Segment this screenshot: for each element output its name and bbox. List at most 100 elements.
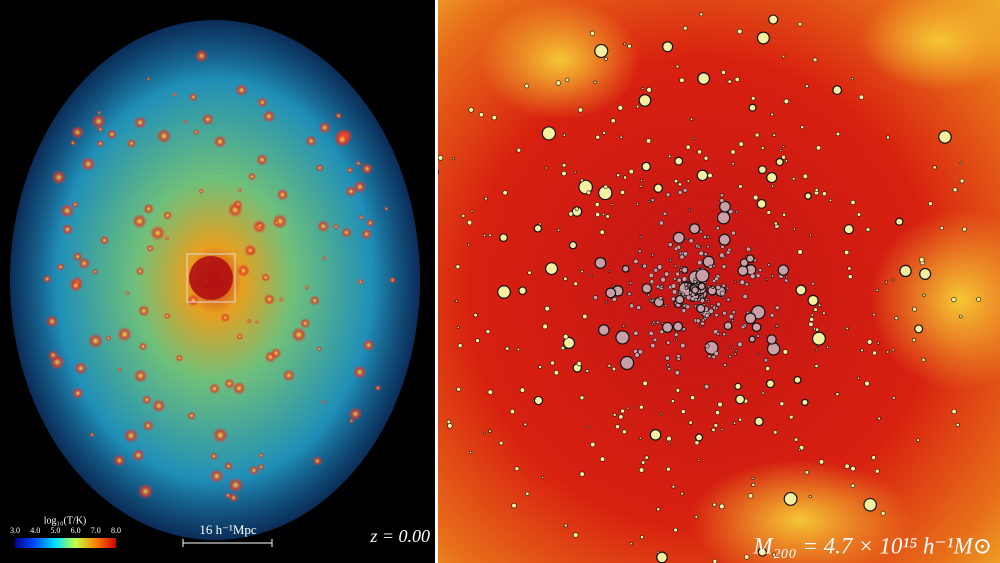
subhalo xyxy=(814,348,818,352)
halo xyxy=(299,317,311,329)
divider xyxy=(435,0,438,563)
subhalo xyxy=(681,409,686,414)
subhalo xyxy=(714,276,719,281)
subhalo xyxy=(641,283,653,294)
subhalo xyxy=(763,358,769,363)
halo xyxy=(162,210,173,221)
subhalo xyxy=(659,412,663,416)
subhalo xyxy=(675,338,678,342)
halo xyxy=(305,135,317,147)
subhalo xyxy=(800,125,805,130)
colorbar-tick: 8.0 xyxy=(111,526,121,535)
subhalo xyxy=(767,263,771,267)
subhalo xyxy=(580,269,584,274)
subhalo xyxy=(719,200,731,213)
halo xyxy=(198,188,204,194)
subhalo xyxy=(665,192,671,198)
subhalo xyxy=(726,250,731,255)
subhalo xyxy=(731,310,736,315)
subhalo xyxy=(722,332,727,337)
subhalo xyxy=(779,149,783,153)
halo xyxy=(69,279,83,292)
subhalo xyxy=(446,419,451,424)
zoom-box xyxy=(186,253,236,303)
subhalo xyxy=(719,252,725,258)
halo xyxy=(72,251,83,262)
subhalo xyxy=(728,354,732,359)
subhalo xyxy=(744,282,749,287)
subhalo xyxy=(579,471,585,477)
subhalo xyxy=(653,183,663,193)
subhalo xyxy=(646,87,652,93)
halo xyxy=(123,428,139,444)
subhalo xyxy=(797,21,803,27)
subhalo xyxy=(789,414,794,420)
subhalo xyxy=(563,276,568,281)
subhalo xyxy=(761,391,765,395)
subhalo xyxy=(562,133,567,137)
subhalo xyxy=(781,145,785,148)
subhalo xyxy=(712,264,716,268)
subhalo xyxy=(452,157,456,161)
halo xyxy=(316,220,330,233)
halo xyxy=(208,382,221,395)
subhalo xyxy=(746,246,751,252)
subhalo xyxy=(499,233,508,242)
subhalo xyxy=(468,107,474,113)
subhalo xyxy=(562,333,569,340)
subhalo xyxy=(734,76,740,82)
subhalo xyxy=(766,171,778,184)
subhalo xyxy=(809,316,815,322)
halo xyxy=(248,465,259,476)
subhalo xyxy=(845,326,849,331)
subhalo xyxy=(781,54,786,59)
halo xyxy=(365,218,375,228)
subhalo xyxy=(858,94,865,100)
halo xyxy=(163,312,171,320)
subhalo xyxy=(673,527,678,533)
subhalo xyxy=(502,190,508,196)
subhalo xyxy=(693,280,697,284)
halo xyxy=(270,347,282,359)
subhalo xyxy=(701,318,705,322)
halo xyxy=(361,228,373,240)
halo xyxy=(116,326,133,342)
subhalo xyxy=(812,57,818,63)
subhalo xyxy=(604,300,608,304)
subhalo xyxy=(731,162,735,166)
subhalo xyxy=(685,304,691,310)
halo xyxy=(309,295,321,306)
halo xyxy=(356,278,364,286)
subhalo xyxy=(695,318,701,324)
subhalo xyxy=(708,264,713,269)
subhalo xyxy=(470,209,474,213)
subhalo xyxy=(958,314,963,319)
halo xyxy=(209,452,219,461)
halo xyxy=(282,369,296,382)
subhalo xyxy=(721,296,725,299)
halo xyxy=(126,138,137,149)
subhalo xyxy=(735,394,746,405)
halo xyxy=(91,268,99,275)
subhalo xyxy=(707,299,710,303)
halo xyxy=(150,225,166,241)
subhalo xyxy=(610,203,614,206)
subhalo xyxy=(804,192,812,200)
subhalo xyxy=(456,386,462,392)
halo xyxy=(388,276,397,284)
colorbar xyxy=(15,538,116,548)
halo xyxy=(74,361,88,375)
subhalo xyxy=(734,349,738,353)
subhalo xyxy=(765,379,775,389)
halo xyxy=(146,76,151,82)
subhalo xyxy=(678,290,682,294)
subhalo xyxy=(871,455,876,460)
halo xyxy=(353,180,367,194)
subhalo xyxy=(784,159,789,163)
subhalo xyxy=(544,305,550,312)
subhalo xyxy=(568,241,578,250)
subhalo xyxy=(672,231,685,244)
subhalo xyxy=(685,144,691,150)
halo xyxy=(183,119,188,124)
